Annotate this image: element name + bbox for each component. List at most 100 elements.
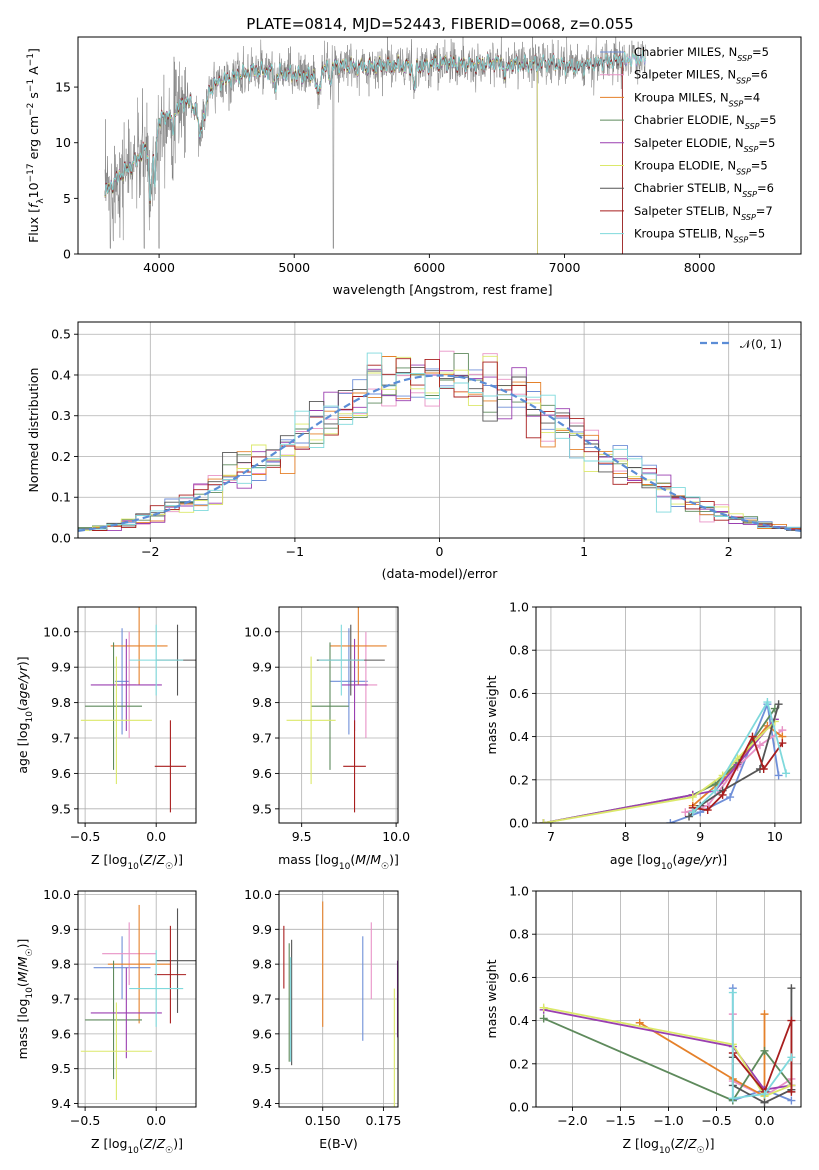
weight-line (639, 1014, 766, 1098)
weights-salpeter-elodie (539, 1005, 796, 1094)
x-tick-label: 9 (696, 829, 704, 844)
y-tick-label: 9.5 (51, 1061, 71, 1076)
figure-title: PLATE=0814, MJD=52443, FIBERID=0068, z=0… (246, 15, 633, 33)
weight-line (543, 707, 776, 823)
errorbar-salpeter-stelib (154, 720, 187, 813)
y-tick-label: 9.5 (51, 801, 71, 816)
hist-salpeter-stelib (78, 358, 801, 531)
marker (728, 1094, 737, 1103)
y-tick-label: 1.0 (509, 600, 529, 615)
y-tick-label: 0.6 (509, 686, 529, 701)
errorbar-salpeter-stelib (154, 925, 187, 1024)
errorbar-kroupa-miles (330, 607, 387, 685)
x-tick-label: −0.5 (70, 1113, 100, 1128)
x-tick-label: 10.0 (382, 829, 410, 844)
marker (787, 1087, 796, 1096)
y-tick-label: 9.9 (252, 922, 272, 937)
y-tick-label: 0.5 (51, 327, 71, 342)
y-tick-label: 1.0 (509, 884, 529, 899)
marker (703, 806, 712, 815)
y-tick-label: 9.7 (252, 731, 272, 746)
mass-age-frame (278, 606, 399, 824)
y-tick-label: 9.6 (51, 1026, 71, 1041)
marker (711, 786, 720, 795)
y-tick-label: 10.0 (244, 624, 272, 639)
y-tick-label: 9.8 (252, 695, 272, 710)
x-tick-label: 0.0 (146, 1113, 166, 1128)
y-tick-label: 0.2 (509, 1056, 529, 1071)
errorbar-kroupa-miles (107, 904, 171, 1024)
marker (760, 1098, 769, 1107)
marker (728, 988, 737, 997)
marker (666, 819, 675, 823)
age-weight-frame (535, 606, 802, 824)
errorbar-salpeter-stelib (343, 720, 366, 813)
chart-age-weight: 7 8 9 10 0.0 0.2 0.4 0.6 0.8 1.0 mass weight age [l… (484, 600, 802, 872)
marker (539, 1014, 548, 1023)
y-tick-label: 0.2 (51, 449, 71, 464)
legend-entry: Salpeter STELIB, NSSP=7 (634, 204, 773, 222)
errorbar-kroupa-stelib (318, 624, 364, 696)
x-axis-label: (data-model)/error (382, 566, 499, 581)
y-axis-label: Normed distribution (26, 368, 41, 493)
x-tick-label: 0 (436, 544, 444, 559)
y-tick-label: 10.0 (43, 887, 71, 902)
marker (760, 1090, 769, 1099)
y-tick-label: 9.6 (252, 766, 272, 781)
chart-ebv-mass: 0.150 0.175 9.4 9.5 9.6 9.7 9.8 9.9 10.0 E(B-V) (244, 887, 401, 1151)
y-tick-label: 0.1 (51, 490, 71, 505)
y-tick-label: 0.0 (509, 1100, 529, 1115)
chart-z-age: −0.5 0.0 9.5 9.6 9.7 9.8 9.9 10.0 Z [log10(Z/Z☉)… (15, 606, 197, 872)
mass-age-grid (279, 607, 398, 823)
normal-curve (78, 374, 801, 532)
x-tick-label: 8 (622, 829, 630, 844)
marker (760, 1010, 769, 1019)
z-age-frame (77, 606, 197, 824)
errorbar-chabrier-stelib (156, 908, 196, 1013)
y-axis-label: mass weight (484, 959, 499, 1038)
y-tick-label: 9.9 (51, 660, 71, 675)
chart-z-mass: −0.5 0.0 9.4 9.5 9.6 9.7 9.8 9.9 10.0 Z [log10(Z/… (15, 887, 197, 1156)
hist-kroupa-stelib (78, 352, 801, 530)
y-tick-label: 9.9 (51, 922, 71, 937)
x-tick-label: −1.0 (653, 1113, 683, 1128)
y-tick-label: 9.7 (51, 992, 71, 1007)
y-tick-label: 9.7 (51, 731, 71, 746)
x-tick-label: 0.0 (146, 829, 166, 844)
y-tick-label: 0.4 (509, 1013, 529, 1028)
x-tick-label: 5000 (278, 260, 310, 275)
x-axis-label: wavelength [Angstrom, rest frame] (332, 282, 552, 297)
y-tick-label: 9.4 (252, 1096, 272, 1111)
weights-kroupa-stelib (688, 698, 791, 817)
errorbar-salpeter-elodie (341, 638, 368, 731)
y-axis-label: Flux [fλ10−17 erg cm−2 s−1 A−1] (26, 48, 46, 243)
y-axis-label: age [log10(age/yr)] (15, 656, 35, 773)
marker (755, 741, 764, 750)
z-weight-plot-area (539, 984, 796, 1107)
weight-line (543, 1008, 792, 1091)
x-tick-label: 9.5 (292, 829, 312, 844)
model-chabrier-stelib (104, 53, 623, 254)
y-axis-label: mass weight (484, 675, 499, 754)
model-kroupa-stelib (104, 49, 646, 202)
weights-salpeter-stelib (688, 732, 787, 815)
errorbar-kroupa-elodie (80, 1002, 152, 1101)
weights-kroupa-elodie (539, 717, 779, 823)
x-tick-label: −0.5 (70, 829, 100, 844)
y-tick-label: 0.4 (51, 367, 71, 382)
y-tick-label: 9.5 (252, 801, 272, 816)
y-tick-label: 15 (55, 80, 71, 95)
y-tick-label: 0.0 (509, 816, 529, 831)
mass-age-plot-area (286, 607, 387, 813)
errorbar-chabrier-elodie (85, 642, 142, 770)
weights-kroupa-elodie (539, 1003, 796, 1101)
x-tick-label: 6000 (413, 260, 445, 275)
marker (748, 732, 757, 741)
y-tick-label: 0.3 (51, 408, 71, 423)
y-tick-label: 10 (55, 135, 71, 150)
y-tick-label: 0.8 (509, 643, 529, 658)
weight-line (543, 1017, 793, 1102)
x-axis-label: Z [log10(Z/Z☉)] (622, 1136, 714, 1156)
x-tick-label: −0.5 (701, 1113, 731, 1128)
